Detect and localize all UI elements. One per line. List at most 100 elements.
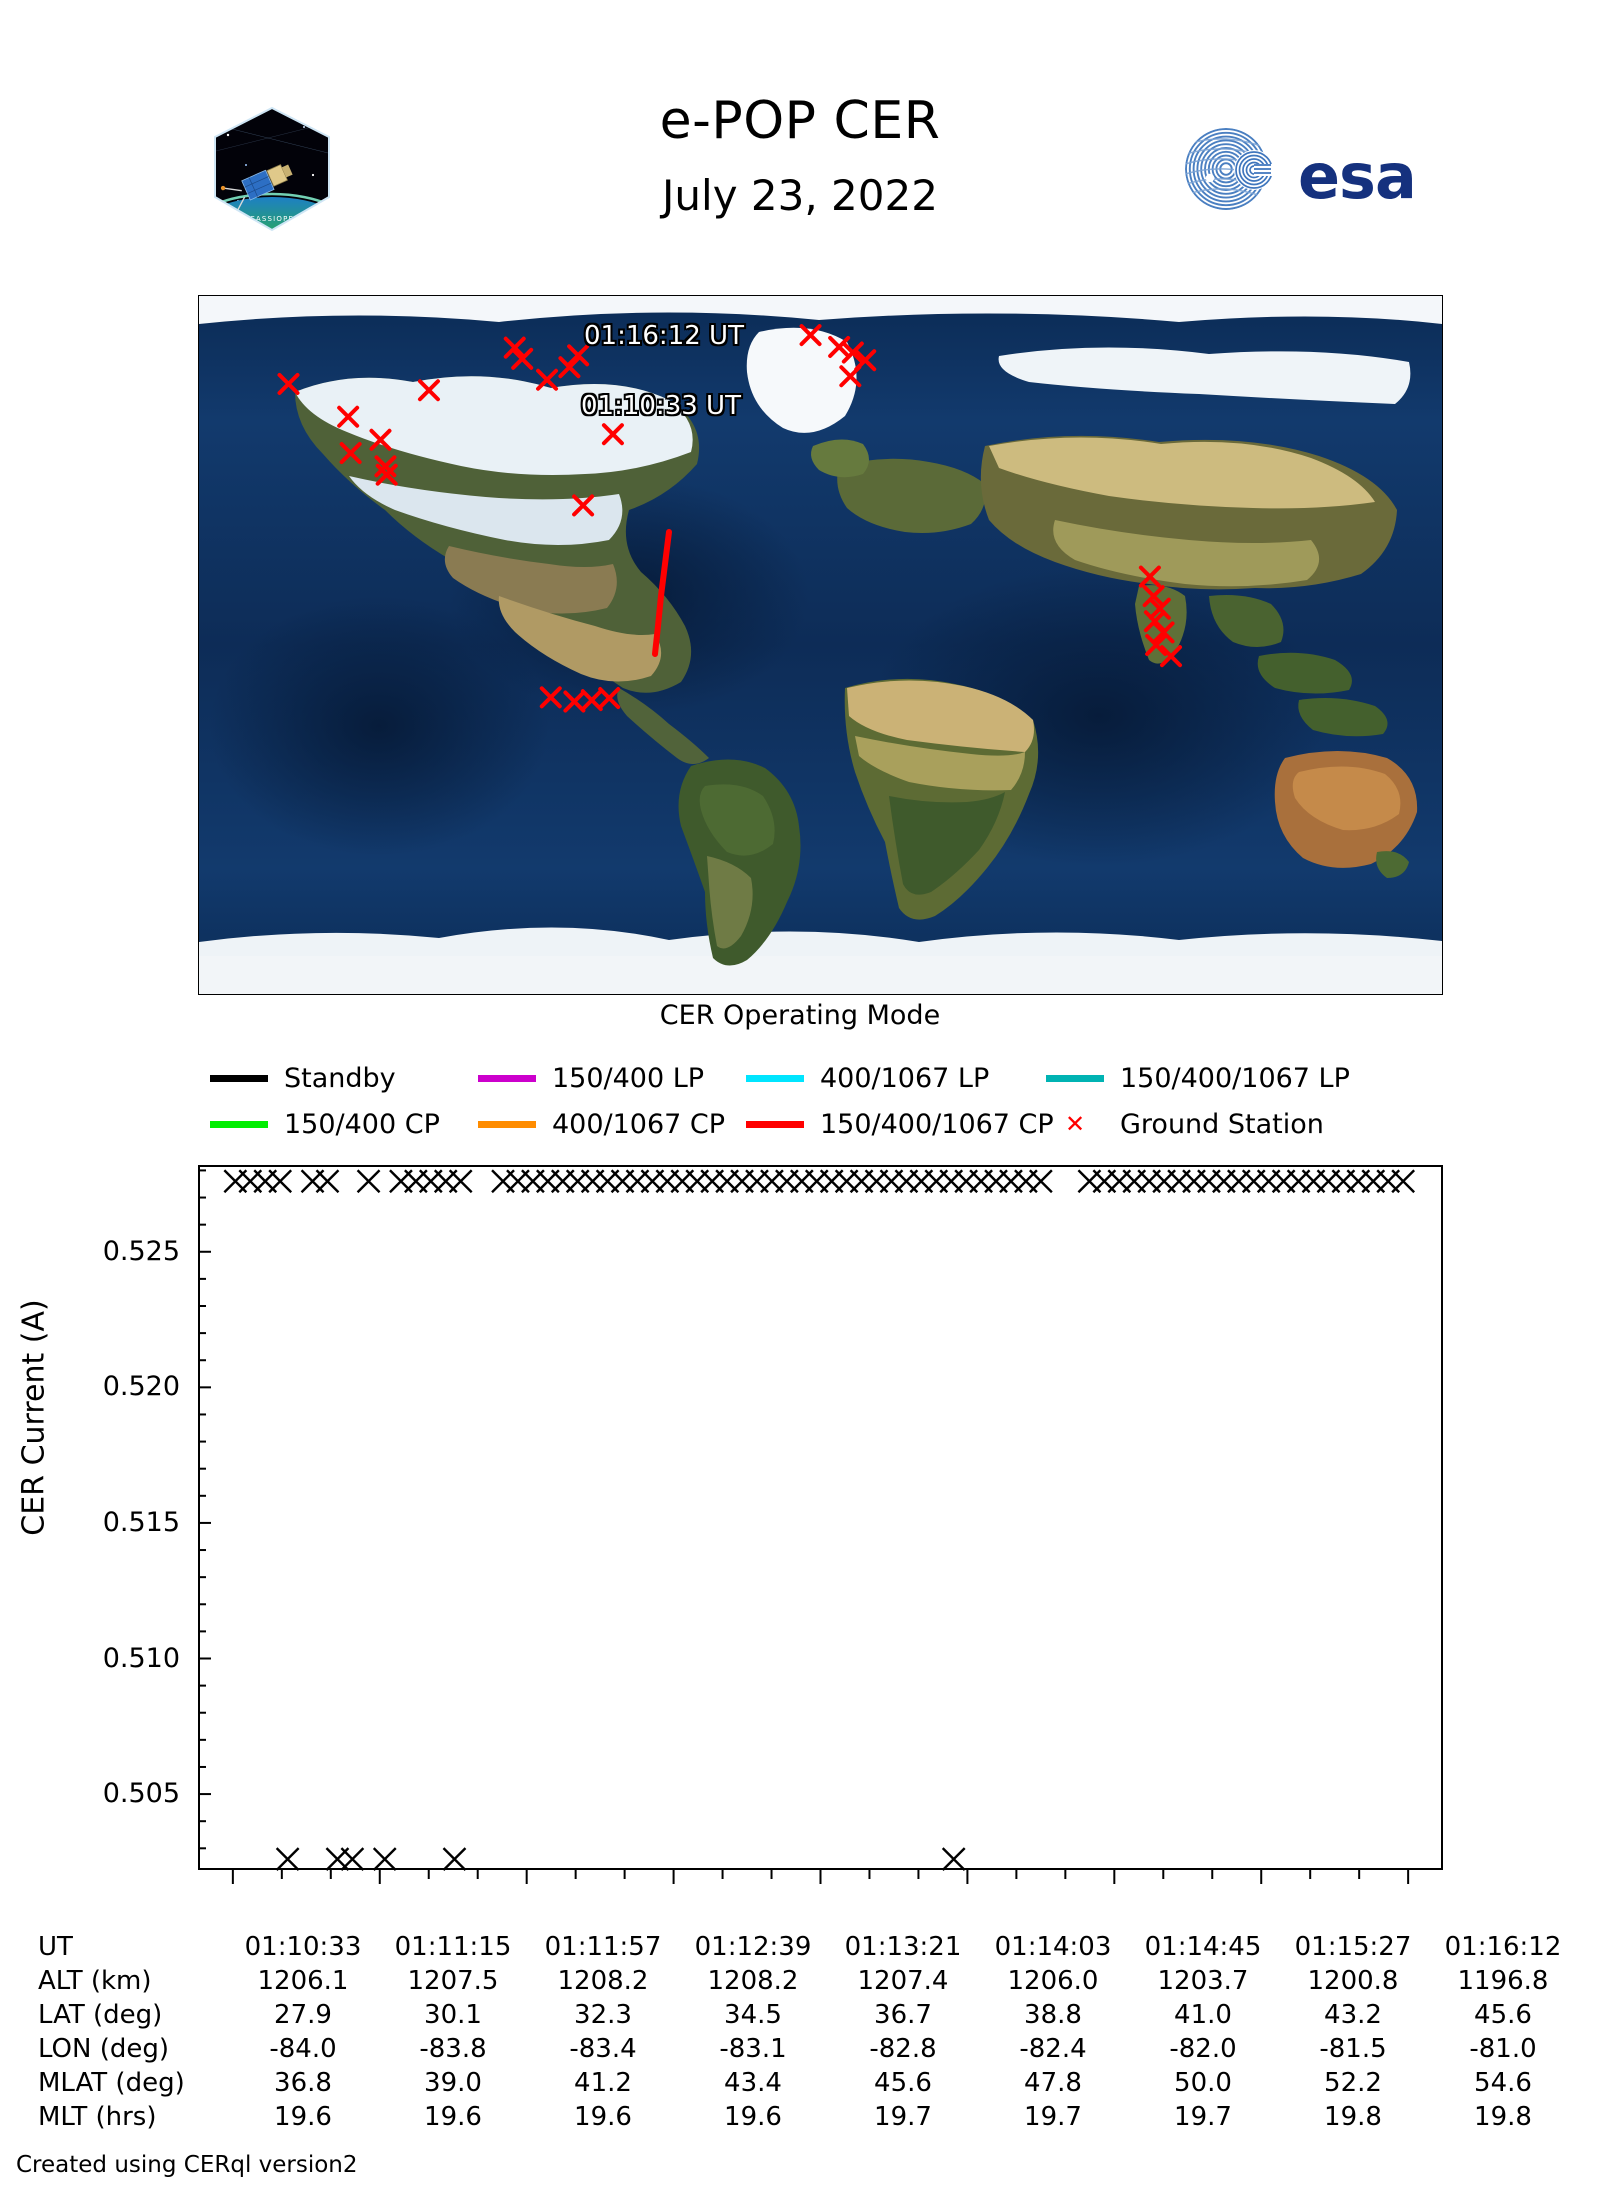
legend-label-150-400-cp: 150/400 CP [284, 1108, 440, 1140]
table-row: LAT (deg) 27.9 30.1 32.3 34.5 36.7 38.8 41.0 43.… [38, 1998, 1578, 2032]
esa-logo: esa [1180, 122, 1480, 217]
y-tick-label: 0.515 [102, 1506, 180, 1538]
table-cell: 19.6 [574, 2102, 632, 2132]
ground-station-marker [799, 324, 822, 347]
ground-station-marker [369, 428, 392, 451]
map-label-start-time: 01:10:33 UT [581, 391, 741, 421]
table-row-label: UT [38, 1932, 73, 1962]
table-cell: 01:12:39 [694, 1932, 812, 1962]
table-cell: -82.0 [1169, 2034, 1237, 2064]
legend-swatch-standby [210, 1074, 268, 1082]
legend-swatch-150-400-cp [210, 1120, 268, 1128]
legend-swatch-400-1067-cp [478, 1120, 536, 1128]
y-tick-label: 0.525 [102, 1235, 180, 1267]
table-cell: 43.4 [724, 2068, 782, 2098]
world-map-panel[interactable]: 01:16:12 UT 01:10:33 UT [198, 295, 1443, 995]
ground-station-marker [1160, 645, 1183, 668]
data-marker [1391, 1169, 1416, 1194]
table-cell: 34.5 [724, 2000, 782, 2030]
data-marker [442, 1847, 467, 1872]
legend-item-150-400-cp[interactable]: 150/400 CP [210, 1109, 478, 1140]
ground-station-marker [339, 442, 362, 465]
ground-station-marker [558, 356, 581, 379]
data-marker [356, 1169, 381, 1194]
data-marker [340, 1847, 365, 1872]
table-cell: 38.8 [1024, 2000, 1082, 2030]
table-cell: 52.2 [1324, 2068, 1382, 2098]
table-cell: 27.9 [274, 2000, 332, 2030]
ground-station-layer [277, 324, 1183, 713]
table-cell: 19.6 [424, 2102, 482, 2132]
table-cell: 41.0 [1174, 2000, 1232, 2030]
data-marker [941, 1847, 966, 1872]
legend-item-standby[interactable]: Standby [210, 1063, 478, 1094]
legend-item-400-1067-cp[interactable]: 400/1067 CP [478, 1109, 746, 1140]
legend-label-ground-station: Ground Station [1120, 1108, 1324, 1140]
legend-item-150-400-lp[interactable]: 150/400 LP [478, 1063, 746, 1094]
ground-station-marker [1138, 565, 1161, 588]
data-marker [275, 1847, 300, 1872]
table-cell: -83.1 [719, 2034, 787, 2064]
table-cell: 43.2 [1324, 2000, 1382, 2030]
cer-current-plot [198, 1169, 1416, 1884]
table-cell: -84.0 [269, 2034, 337, 2064]
ground-station-marker [563, 690, 586, 713]
table-cell: 45.6 [1474, 2000, 1532, 2030]
footer-credit: Created using CERql version2 [16, 2152, 358, 2178]
ground-station-marker [1145, 634, 1168, 656]
legend-label-150-400-1067-cp: 150/400/1067 CP [820, 1108, 1054, 1140]
ground-station-marker [417, 379, 440, 402]
ground-station-marker [337, 405, 360, 428]
world-map-image [199, 296, 1442, 994]
table-cell: -81.5 [1319, 2034, 1387, 2064]
data-marker [268, 1169, 293, 1194]
table-cell: 1203.7 [1157, 1966, 1249, 1996]
table-row: MLT (hrs) 19.6 19.6 19.6 19.6 19.7 19.7 19.7 19.… [38, 2100, 1578, 2134]
table-cell: 1208.2 [707, 1966, 799, 1996]
legend-item-400-1067-lp[interactable]: 400/1067 LP [746, 1063, 1046, 1094]
ground-station-marker [1142, 585, 1165, 608]
table-row: UT 01:10:33 01:11:15 01:11:57 01:12:39 01:13:… [38, 1930, 1578, 1964]
ground-station-marker [839, 365, 862, 388]
table-cell: 1208.2 [557, 1966, 649, 1996]
data-marker [1029, 1169, 1053, 1194]
cassiope-logo: CASSIOPE [208, 105, 336, 233]
legend-swatch-150-400-1067-cp [746, 1120, 804, 1128]
ephemeris-table: UT 01:10:33 01:11:15 01:11:57 01:12:39 01:13:… [38, 1930, 1578, 2134]
table-cell: 19.8 [1474, 2102, 1532, 2132]
table-cell: 19.6 [274, 2102, 332, 2132]
table-cell: -83.4 [569, 2034, 637, 2064]
table-cell: 39.0 [424, 2068, 482, 2098]
table-cell: 19.8 [1324, 2102, 1382, 2132]
ground-station-marker [828, 335, 851, 358]
ground-station-marker [375, 463, 398, 486]
table-cell: 1207.4 [857, 1966, 949, 1996]
table-cell: 01:14:45 [1144, 1932, 1262, 1962]
legend-item-ground-station[interactable]: ✕ Ground Station [1046, 1109, 1324, 1140]
table-cell: -83.8 [419, 2034, 487, 2064]
table-cell: 19.6 [724, 2102, 782, 2132]
title-block: e-POP CER July 23, 2022 [480, 95, 1120, 217]
table-row-label: MLAT (deg) [38, 2068, 185, 2098]
table-cell: 1207.5 [407, 1966, 499, 1996]
cer-current-plot-frame[interactable] [198, 1165, 1443, 1870]
legend-item-150-400-1067-cp[interactable]: 150/400/1067 CP [746, 1109, 1054, 1140]
legend-item-150-400-1067-lp[interactable]: 150/400/1067 LP [1046, 1063, 1350, 1094]
data-marker [448, 1169, 473, 1194]
satellite-track [652, 529, 672, 657]
table-cell: 01:11:15 [394, 1932, 512, 1962]
ground-station-marker [1152, 621, 1175, 644]
table-cell: 01:11:57 [544, 1932, 662, 1962]
legend-label-150-400-lp: 150/400 LP [552, 1062, 705, 1094]
table-cell: 1206.0 [1007, 1966, 1099, 1996]
legend-title: CER Operating Mode [659, 1000, 941, 1031]
ground-station-marker [277, 372, 300, 395]
table-cell: 01:13:21 [844, 1932, 962, 1962]
legend-label-150-400-1067-lp: 150/400/1067 LP [1120, 1062, 1350, 1094]
page-title: e-POP CER [659, 91, 941, 151]
table-cell: -82.4 [1019, 2034, 1087, 2064]
table-cell: 01:16:12 [1444, 1932, 1562, 1962]
legend-swatch-150-400-lp [478, 1074, 536, 1082]
table-cell: 36.8 [274, 2068, 332, 2098]
legend: Standby 150/400 LP 400/1067 LP 150/400/1… [210, 1055, 1450, 1147]
